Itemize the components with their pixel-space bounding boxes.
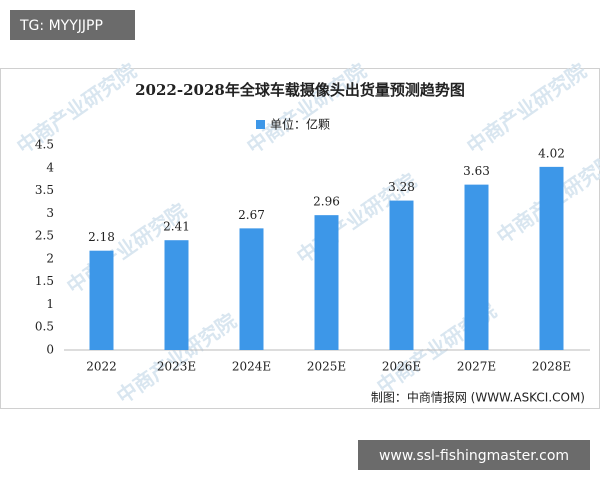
y-tick-label: 1 [46,297,54,311]
y-tick-label: 3.5 [35,183,54,197]
footer-url: www.ssl-fishingmaster.com [379,448,569,464]
data-label: 2.41 [163,220,190,234]
bar [164,240,189,350]
data-label: 3.28 [388,180,415,194]
data-label: 2.67 [238,208,265,222]
bar [314,215,339,350]
x-tick-label: 2022 [86,360,117,374]
footer-box [358,440,590,470]
y-tick-label: 4.5 [35,138,54,152]
x-tick-label: 2025E [307,360,346,374]
y-tick-label: 0.5 [35,320,54,334]
tag-box [10,10,135,40]
legend-label: 单位：亿颗 [270,117,330,132]
x-tick-label: 2027E [457,360,496,374]
chart-frame [0,68,600,409]
x-tick-label: 2026E [382,360,421,374]
x-tick-label: 2028E [532,360,571,374]
data-label: 4.02 [538,146,565,160]
y-tick-label: 4 [46,160,54,174]
bar [89,250,114,350]
y-tick-label: 1.5 [35,274,54,288]
source: 制图：中商情报网 (WWW.ASKCI.COM) [371,390,585,405]
x-tick-label: 2023E [157,360,196,374]
x-tick-label: 2024E [232,360,271,374]
data-label: 2.18 [88,230,115,244]
bar [389,200,414,350]
bar [239,228,264,350]
bar [539,166,564,350]
legend-swatch [256,120,265,129]
data-label: 2.96 [313,195,340,209]
y-tick-label: 0 [46,343,54,357]
y-tick-label: 2.5 [35,229,54,243]
bar [464,184,489,350]
data-label: 3.63 [463,164,490,178]
y-tick-label: 3 [46,206,54,220]
tag-text: TG: MYYJJPP [19,18,103,34]
chart-title: 2022-2028年全球车载摄像头出货量预测趋势图 [135,81,465,99]
y-tick-label: 2 [46,251,54,265]
